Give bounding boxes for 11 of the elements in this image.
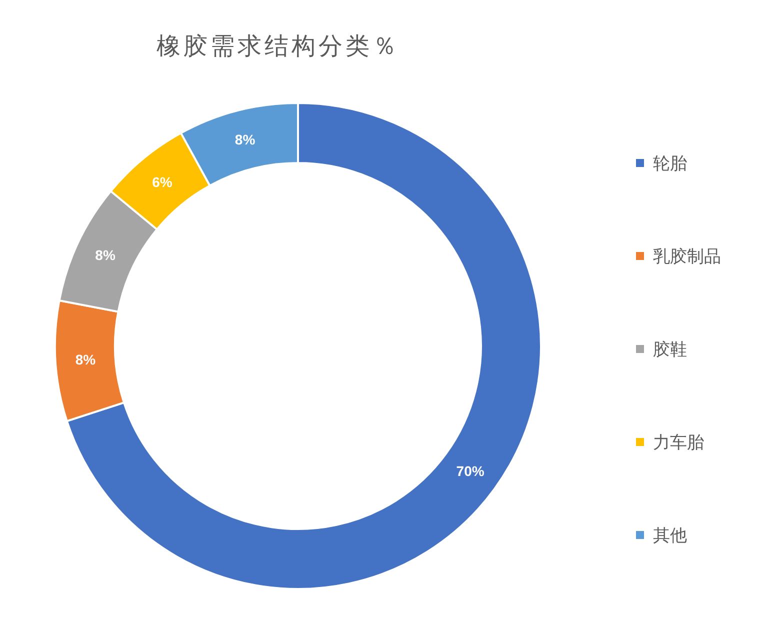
legend-label: 乳胶制品 — [653, 246, 721, 267]
chart-title: 橡胶需求结构分类％ — [156, 32, 400, 60]
data-label: 8% — [234, 132, 256, 148]
legend-label: 轮胎 — [653, 154, 687, 174]
legend-label: 胶鞋 — [653, 340, 687, 360]
legend-label: 其他 — [653, 526, 687, 546]
data-label: 8% — [75, 351, 96, 368]
data-label: 8% — [95, 247, 116, 264]
data-label: 70% — [456, 463, 485, 480]
data-label: 6% — [152, 174, 173, 190]
legend-label: 力车胎 — [653, 432, 704, 453]
